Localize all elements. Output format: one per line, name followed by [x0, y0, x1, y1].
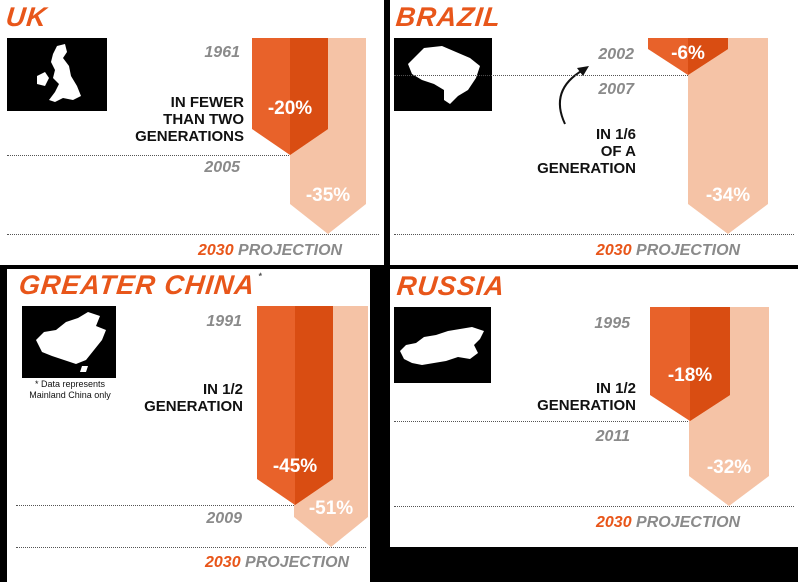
china-gridline-end — [16, 505, 306, 506]
uk-map-icon — [37, 44, 81, 102]
uk-projection: 2030 PROJECTION — [198, 243, 342, 259]
uk-measured-label: -20% — [267, 97, 313, 119]
russia-measured-label: -18% — [667, 365, 713, 386]
china-panel: GREATER CHINA* * Data represents Mainlan… — [7, 269, 370, 582]
china-projection: 2030 PROJECTION — [205, 555, 349, 571]
china-annotation: IN 1/2 GENERATION — [144, 381, 243, 415]
uk-gridline-end — [7, 155, 307, 156]
uk-panel: UK 1961 2005 IN FEWER THAN TWO GENERATIO… — [0, 0, 384, 265]
brazil-projection-bar — [688, 38, 768, 234]
russia-projection-label-value: -32% — [706, 457, 752, 478]
brazil-gridline-end — [394, 75, 694, 76]
china-projection-year: 2030 — [205, 554, 241, 571]
brazil-projection-label: PROJECTION — [636, 242, 741, 259]
brazil-gridline-projection — [394, 234, 794, 235]
russia-projection-label: PROJECTION — [636, 514, 741, 531]
uk-projection-label-value: -35% — [305, 185, 351, 206]
china-map-icon — [36, 312, 106, 372]
china-measured-bar-shade — [295, 306, 333, 505]
brazil-end-year: 2007 — [598, 81, 634, 98]
russia-start-year: 1995 — [594, 315, 630, 332]
uk-projection-label: PROJECTION — [238, 242, 343, 259]
russia-projection: 2030 PROJECTION — [596, 515, 740, 531]
russia-annotation: IN 1/2 GENERATION — [537, 380, 636, 414]
russia-measured-bar-shade — [690, 307, 730, 421]
uk-bars — [252, 38, 366, 234]
uk-map-box — [7, 38, 107, 111]
brazil-start-year: 2002 — [598, 46, 634, 63]
brazil-projection-label-value: -34% — [705, 185, 751, 206]
brazil-projection-year: 2030 — [596, 242, 632, 259]
china-projection-label: PROJECTION — [245, 554, 350, 571]
china-gridline-projection — [16, 547, 366, 548]
uk-gridline-projection — [7, 234, 379, 235]
uk-annotation: IN FEWER THAN TWO GENERATIONS — [135, 94, 244, 145]
russia-gridline-projection — [394, 506, 794, 507]
brazil-annotation: IN 1/6 OF A GENERATION — [537, 126, 636, 177]
russia-panel: RUSSIA 1995 2011 IN 1/2 GENERATION 2030 … — [390, 269, 798, 547]
china-measured-label: -45% — [272, 456, 318, 477]
russia-end-year: 2011 — [595, 428, 630, 445]
china-footnote: * Data represents Mainland China only — [29, 379, 111, 400]
china-bars — [257, 306, 368, 547]
china-start-year: 1991 — [206, 313, 242, 330]
brazil-measured-bar-shade — [688, 38, 728, 75]
russia-map-icon — [400, 327, 484, 365]
china-map-box — [22, 306, 116, 378]
brazil-projection: 2030 PROJECTION — [596, 243, 740, 259]
brazil-bars — [648, 38, 768, 234]
russia-gridline-end — [394, 421, 694, 422]
russia-projection-year: 2030 — [596, 514, 632, 531]
china-end-year: 2009 — [206, 510, 242, 527]
russia-bars — [650, 307, 769, 506]
brazil-measured-label: -6% — [671, 43, 705, 64]
uk-projection-year: 2030 — [198, 242, 234, 259]
uk-start-year: 1961 — [204, 44, 240, 61]
uk-measured-bar-shade — [290, 38, 328, 155]
brazil-annotation-arrow — [558, 66, 589, 125]
uk-end-year: 2005 — [204, 159, 240, 176]
brazil-panel: BRAZIL 2002 2007 IN 1/6 OF A GENERATION … — [390, 0, 798, 265]
china-projection-label-value: -51% — [308, 498, 354, 519]
russia-map-box — [394, 307, 491, 383]
